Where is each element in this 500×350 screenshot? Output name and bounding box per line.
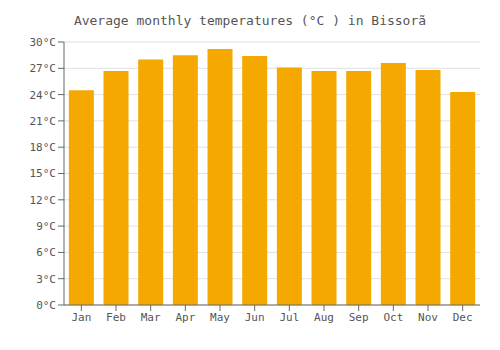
svg-text:Nov: Nov	[418, 311, 438, 324]
svg-text:Jul: Jul	[279, 311, 299, 324]
svg-text:27°C: 27°C	[30, 62, 57, 75]
svg-text:Mar: Mar	[141, 311, 161, 324]
svg-text:Feb: Feb	[106, 311, 126, 324]
svg-text:15°C: 15°C	[30, 167, 57, 180]
svg-text:12°C: 12°C	[30, 194, 57, 207]
svg-text:6°C: 6°C	[36, 246, 56, 259]
svg-text:Sep: Sep	[349, 311, 369, 324]
svg-text:18°C: 18°C	[30, 141, 57, 154]
svg-text:Aug: Aug	[314, 311, 334, 324]
svg-text:Jun: Jun	[245, 311, 265, 324]
svg-text:30°C: 30°C	[30, 36, 57, 49]
html-text:Average monthly temperatures (: Average monthly temperatures (°C ) in Bi…	[73, 13, 427, 28]
svg-text:Apr: Apr	[175, 311, 195, 324]
svg-text:9°C: 9°C	[36, 220, 56, 233]
svg-text:3°C: 3°C	[36, 273, 56, 286]
svg-text:21°C: 21°C	[30, 115, 57, 128]
svg-text:24°C: 24°C	[30, 89, 57, 102]
svg-text:May: May	[210, 311, 230, 324]
svg-text:Dec: Dec	[453, 311, 473, 324]
svg-text:0°C: 0°C	[36, 299, 56, 312]
svg-text:Jan: Jan	[71, 311, 91, 324]
svg-text:Oct: Oct	[383, 311, 403, 324]
